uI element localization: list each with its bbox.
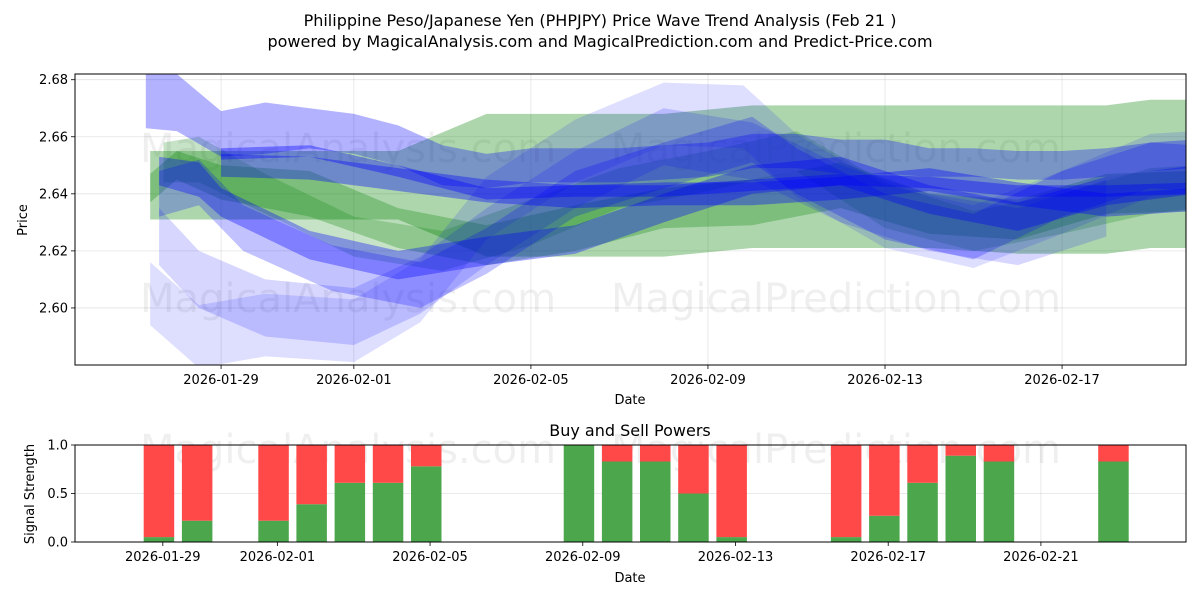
wave-band [221, 153, 1186, 217]
signal-y-label: Signal Strength [23, 444, 38, 544]
x-tick-label: 2026-01-29 [125, 550, 201, 565]
y-tick-label: 2.60 [39, 301, 68, 316]
sell-bar [258, 445, 289, 521]
sell-bar [830, 445, 862, 538]
signal-x-ticks: 2026-01-29 2026-02-01 2026-02-05 2026-02-09… [125, 542, 1079, 565]
sell-bar [640, 445, 671, 462]
buy-bar [334, 482, 366, 542]
sell-bar [716, 445, 747, 538]
x-tick-label: 2026-02-01 [316, 373, 392, 388]
x-tick-label: 2026-02-05 [493, 373, 569, 388]
sell-bar [372, 445, 404, 483]
signal-x-label: Date [614, 571, 645, 586]
wave-band [150, 82, 1186, 365]
wave-band [150, 99, 1186, 257]
x-tick-label: 2026-02-17 [850, 550, 926, 565]
x-tick-label: 2026-02-17 [1024, 373, 1100, 388]
y-tick-label: 2.68 [39, 73, 68, 88]
wave-band [159, 116, 1186, 308]
x-tick-label: 2026-02-01 [240, 550, 316, 565]
wave-band [163, 131, 1186, 271]
wave-bands [145, 74, 1186, 365]
price-y-ticks: 2.60 2.62 2.64 2.66 2.68 [39, 73, 75, 316]
price-x-ticks: 2026-01-29 2026-02-01 2026-02-05 2026-02-09… [183, 365, 1100, 388]
y-tick-label: 1.0 [47, 439, 68, 454]
price-gridlines [75, 74, 1186, 365]
price-y-label: Price [16, 204, 31, 236]
y-tick-label: 2.66 [39, 130, 68, 145]
sell-bar [945, 445, 976, 456]
wave-band [150, 151, 1186, 266]
sell-bar [601, 445, 633, 462]
wave-band [145, 74, 1186, 189]
sell-bar [678, 445, 709, 494]
signal-bars [143, 445, 1129, 542]
wave-band [159, 108, 1107, 345]
y-tick-label: 0.0 [47, 536, 68, 551]
buy-bar [983, 461, 1015, 542]
signal-chart-title: Buy and Sell Powers [549, 421, 711, 440]
buy-bar [830, 537, 862, 542]
buy-bar [716, 537, 747, 542]
wave-band [221, 145, 1186, 200]
sell-bar [983, 445, 1015, 462]
buy-bar [1098, 461, 1129, 542]
buy-bar [143, 537, 175, 542]
x-tick-label: 2026-02-21 [1003, 550, 1079, 565]
signal-panel: Buy and Sell Powers MagicalAnalysis.com … [23, 421, 1187, 586]
sell-bar [181, 445, 213, 521]
sell-bar [869, 445, 900, 516]
y-tick-label: 2.64 [39, 187, 68, 202]
sell-bar [907, 445, 938, 483]
wave-band [159, 156, 1186, 280]
price-plot-background [75, 74, 1186, 365]
sell-bar [143, 445, 175, 538]
y-tick-label: 0.5 [47, 487, 68, 502]
buy-bar [945, 455, 976, 542]
x-tick-label: 2026-02-09 [670, 373, 746, 388]
sell-bar [1098, 445, 1129, 462]
buy-bar [907, 482, 938, 542]
sell-bar [411, 445, 442, 467]
y-tick-label: 2.62 [39, 244, 68, 259]
buy-bar [296, 504, 327, 542]
x-tick-label: 2026-02-05 [392, 550, 468, 565]
chart-subtitle: powered by MagicalAnalysis.com and Magic… [267, 32, 932, 51]
x-tick-label: 2026-02-13 [847, 373, 923, 388]
buy-bar [181, 520, 213, 542]
sell-bar [334, 445, 366, 483]
buy-bar [563, 445, 595, 542]
signal-y-ticks: 0.0 0.5 1.0 [47, 439, 75, 551]
buy-bar [601, 461, 633, 542]
x-tick-label: 2026-01-29 [183, 373, 259, 388]
sell-bar [296, 445, 327, 505]
buy-bar [411, 466, 442, 542]
buy-bar [258, 520, 289, 542]
buy-bar [372, 482, 404, 542]
buy-bar [640, 461, 671, 542]
price-x-label: Date [614, 393, 645, 408]
price-panel: MagicalAnalysis.com MagicalPrediction.co… [16, 73, 1187, 408]
chart-title: Philippine Peso/Japanese Yen (PHPJPY) Pr… [304, 11, 897, 30]
x-tick-label: 2026-02-09 [545, 550, 621, 565]
x-tick-label: 2026-02-13 [698, 550, 774, 565]
buy-bar [678, 493, 709, 542]
price-plot-frame [74, 73, 1187, 366]
buy-bar [869, 515, 900, 542]
